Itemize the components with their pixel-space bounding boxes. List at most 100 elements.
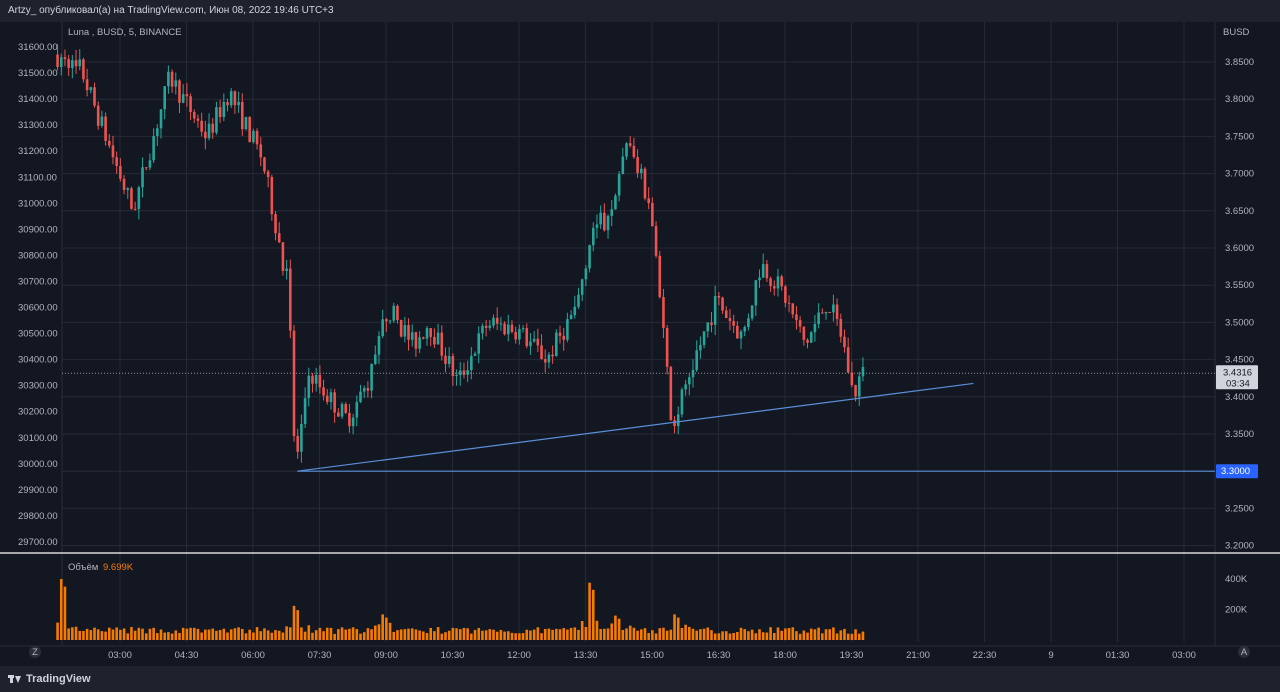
volume-bar <box>126 633 130 640</box>
volume-bar <box>355 629 359 640</box>
candle-body <box>846 347 850 373</box>
candle-body <box>614 195 617 210</box>
legend-symbol: Luna , BUSD, 5, BINANCE <box>68 27 182 38</box>
volume-bar <box>599 628 602 640</box>
volume-bar <box>806 632 809 640</box>
volume-bar <box>196 628 200 640</box>
candle-body <box>407 325 410 340</box>
candle-body <box>765 264 769 279</box>
volume-bar <box>337 629 340 640</box>
volume-bar <box>547 628 551 640</box>
volume-bar <box>470 633 473 640</box>
volume-bar <box>277 630 281 640</box>
volume-bar <box>614 615 617 640</box>
volume-bar <box>281 632 285 640</box>
legend: Luna , BUSD, 5, BINANCE Объём 9.699K <box>68 27 182 573</box>
candle-body <box>56 54 59 67</box>
candle-body <box>647 198 650 204</box>
volume-bar <box>425 633 429 640</box>
volume-bar <box>233 628 237 640</box>
volume-bar <box>204 629 207 640</box>
candle-body <box>222 102 226 118</box>
time-tick-label: 03:00 <box>108 650 132 661</box>
price-tick-label: 3.5000 <box>1225 317 1254 328</box>
volume-bar <box>543 628 547 640</box>
candle-body <box>196 118 200 121</box>
volume-bar <box>743 629 747 640</box>
candle-body <box>680 389 684 415</box>
volume-bar <box>167 632 170 640</box>
candle-body <box>425 328 429 339</box>
volume-bar <box>370 629 373 640</box>
volume-bar <box>591 589 595 640</box>
candle-body <box>813 323 817 333</box>
time-tick-label: 09:00 <box>374 650 398 661</box>
publish-info: Artzy_ опубликовал(а) на TradingView.com… <box>8 5 334 16</box>
candle-body <box>621 156 625 175</box>
price-axis[interactable]: 3.8500 3.8000 3.7500 3.7000 3.6500 3.6000 3.55… <box>1216 27 1258 552</box>
candle-body <box>244 117 248 130</box>
volume-bar <box>237 627 240 640</box>
drawings[interactable] <box>62 372 1215 472</box>
candle-body <box>506 324 510 335</box>
volume-bar <box>632 627 636 640</box>
chart[interactable]: 31600.00 31500.00 31400.00 31300.00 31200.00… <box>0 22 1280 666</box>
volume-bar <box>215 630 218 640</box>
volume-bar <box>772 633 776 640</box>
candle-body <box>181 94 185 103</box>
candle-body <box>555 332 558 357</box>
tradingview-logo: TradingView <box>8 672 91 686</box>
candle-body <box>750 305 754 319</box>
left-tick-label: 29700.00 <box>18 537 58 548</box>
volume-bar <box>846 633 850 640</box>
candle-body <box>606 215 610 231</box>
volume-bar <box>414 629 418 640</box>
candle-body <box>784 286 787 303</box>
volume-bar <box>843 628 846 640</box>
candle-body <box>798 320 802 327</box>
volume-bar <box>56 622 59 640</box>
candle-body <box>625 143 628 157</box>
candle-body <box>71 60 74 68</box>
candle-body <box>754 280 758 306</box>
volume-bar <box>791 627 795 640</box>
candle-body <box>470 355 473 371</box>
volume-bar <box>170 633 174 640</box>
volume-bar <box>684 624 687 640</box>
volume-bar <box>71 627 74 640</box>
candle-body <box>270 177 274 215</box>
candle-body <box>451 356 455 376</box>
zoom-reset-button[interactable]: Z <box>29 646 41 658</box>
candle-body <box>429 328 432 337</box>
left-tick-label: 30300.00 <box>18 381 58 392</box>
candle-body <box>289 268 292 331</box>
candle-body <box>455 374 458 376</box>
time-tick-label: 03:00 <box>1172 650 1196 661</box>
volume-bar <box>761 632 765 640</box>
volume-bar <box>303 631 307 640</box>
candle-body <box>240 101 244 130</box>
candle-body <box>791 303 795 315</box>
volume-bar <box>606 628 610 640</box>
candle-body <box>632 145 636 158</box>
volume-bar <box>359 633 362 640</box>
left-tick-label: 30000.00 <box>18 459 58 470</box>
volume-bar <box>207 629 211 640</box>
candle-body <box>580 279 584 295</box>
price-tick-label: 3.7000 <box>1225 169 1254 180</box>
volume-bar <box>141 628 144 640</box>
candle-body <box>558 332 562 336</box>
grid <box>0 22 1280 666</box>
volume-bar <box>676 617 680 640</box>
volume-bar <box>588 582 591 640</box>
volume-bar <box>111 629 115 640</box>
candle-body <box>296 436 299 452</box>
volume-bar <box>839 630 843 640</box>
time-axis[interactable]: 03:00 04:30 06:00 07:30 09:00 10:30 12:00 13:30… <box>108 650 1196 661</box>
volume-bar <box>107 627 111 640</box>
auto-scale-button[interactable]: A <box>1238 646 1250 658</box>
candle-body <box>599 212 602 225</box>
volume-bar <box>521 633 525 640</box>
volume-bar <box>647 633 650 640</box>
candle-body <box>669 366 673 421</box>
